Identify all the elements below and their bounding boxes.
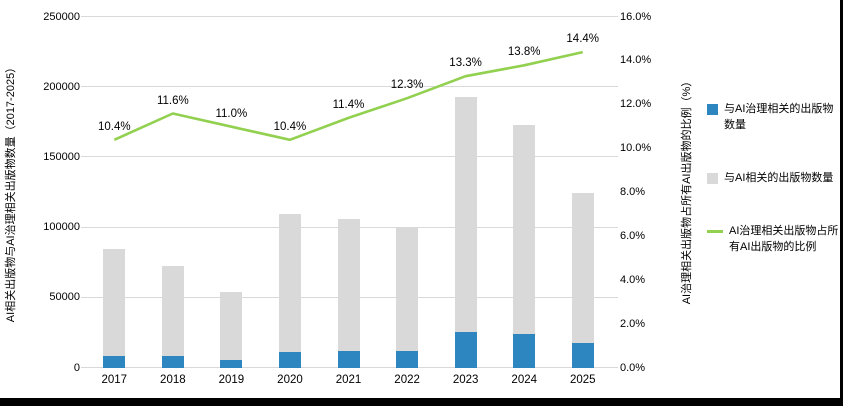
bar-total <box>278 213 301 368</box>
y-axis-left-title: AI相关出版物与AI治理相关出版物数量（2017-2025） <box>5 61 17 323</box>
gridline <box>81 156 618 158</box>
y-axis-right-tick-label: 4.0% <box>620 273 646 286</box>
bar-governance <box>103 355 126 368</box>
right-border <box>840 0 843 406</box>
x-axis-tick-label: 2020 <box>277 374 303 386</box>
bar-governance <box>396 350 419 368</box>
line-data-label: 13.8% <box>507 46 541 59</box>
line-data-label: 13.3% <box>449 57 482 70</box>
x-axis-tick-label: 2025 <box>569 374 596 386</box>
bar-total <box>220 292 243 368</box>
bar-governance <box>454 331 477 368</box>
legend-item: 与AI相关的出版物数量 <box>707 170 839 186</box>
gridline <box>81 16 618 17</box>
bar-governance <box>220 359 243 368</box>
legend-label: AI治理相关出版物占所有AI出版物的比例 <box>729 225 839 253</box>
bar-governance <box>337 351 360 368</box>
line-data-label: 11.4% <box>332 98 365 111</box>
gridline <box>81 86 618 88</box>
y-axis-left-tick-label: 150000 <box>43 150 80 163</box>
plot-area: 10.4% 11.6% 11.0% 10.4% 11.4% 12.3% 13.3% 13.8%… <box>81 16 618 368</box>
ratio-line-series <box>113 50 583 142</box>
y-axis-left-tick-label: 100000 <box>43 221 80 234</box>
line-data-label: 11.6% <box>156 94 189 107</box>
legend-label: 与AI治理相关的出版物数量 <box>724 103 834 131</box>
x-axis-tick-label: 2021 <box>335 374 362 386</box>
bar-total <box>103 248 126 368</box>
legend-square-swatch-icon <box>707 173 718 184</box>
legend-line-swatch-icon <box>707 230 723 233</box>
legend-label: 与AI相关的出版物数量 <box>724 172 834 184</box>
x-axis-tick-label: 2024 <box>511 374 538 386</box>
legend-square-swatch-icon <box>707 104 718 115</box>
y-axis-left-tick-label: 50000 <box>49 291 80 304</box>
x-axis-tick-label: 2022 <box>394 374 420 386</box>
x-axis-tick-label: 2018 <box>160 374 186 386</box>
bottom-border <box>0 398 843 406</box>
y-axis-left-tick-label: 200000 <box>43 80 80 93</box>
x-axis-tick-label: 2023 <box>452 374 479 386</box>
legend-item: AI治理相关出版物占所有AI出版物的比例 <box>707 223 839 255</box>
line-data-label: 10.4% <box>97 120 131 133</box>
line-data-label: 14.4% <box>566 33 600 46</box>
bar-governance <box>161 356 184 368</box>
x-axis-tick-labels: 2017 2018 2019 2020 2021 2022 2023 2024 2025 <box>85 374 612 386</box>
y-axis-right-title: AI治理相关出版物占所有AI出版物的比例（%） <box>681 75 693 305</box>
y-axis-right-tick-label: 2.0% <box>620 317 646 330</box>
bar-total <box>513 125 536 368</box>
line-data-label: 11.0% <box>215 107 248 120</box>
y-axis-right-tick-label: 16.0% <box>620 10 652 23</box>
x-axis-tick-label: 2019 <box>218 374 245 386</box>
line-data-label: 12.3% <box>390 79 424 92</box>
bar-governance <box>278 352 301 368</box>
legend-item: 与AI治理相关的出版物数量 <box>707 101 839 133</box>
x-axis-tick-label: 2017 <box>101 374 128 386</box>
y-axis-right-tick-label: 14.0% <box>620 54 652 67</box>
y-axis-left-ticks: 0 50000 100000 150000 200000 250000 <box>34 0 80 406</box>
y-axis-left-tick-label: 250000 <box>43 10 80 23</box>
y-axis-right-tick-label: 0.0% <box>620 361 646 374</box>
y-axis-right-tick-label: 12.0% <box>620 98 652 111</box>
line-data-label: 10.4% <box>273 120 307 133</box>
bar-governance <box>513 334 536 368</box>
y-axis-right-tick-label: 6.0% <box>620 229 646 242</box>
y-axis-right-tick-label: 8.0% <box>620 186 646 198</box>
bar-total <box>161 265 184 368</box>
y-axis-right-tick-label: 10.0% <box>620 142 652 155</box>
bar-governance <box>571 342 594 368</box>
y-axis-left-tick-label: 0 <box>73 361 80 374</box>
legend: 与AI治理相关的出版物数量与AI相关的出版物数量 AI治理相关出版物占所有AI出版… <box>707 101 839 255</box>
bar-total <box>454 97 477 368</box>
bar-total <box>571 192 594 368</box>
y-axis-right-ticks: 0.0% 2.0% 4.0% 6.0% 8.0% 10.0% 12.0% 14.0% 16.0% <box>620 0 666 406</box>
bar-total <box>396 227 419 368</box>
bar-total <box>337 219 360 368</box>
